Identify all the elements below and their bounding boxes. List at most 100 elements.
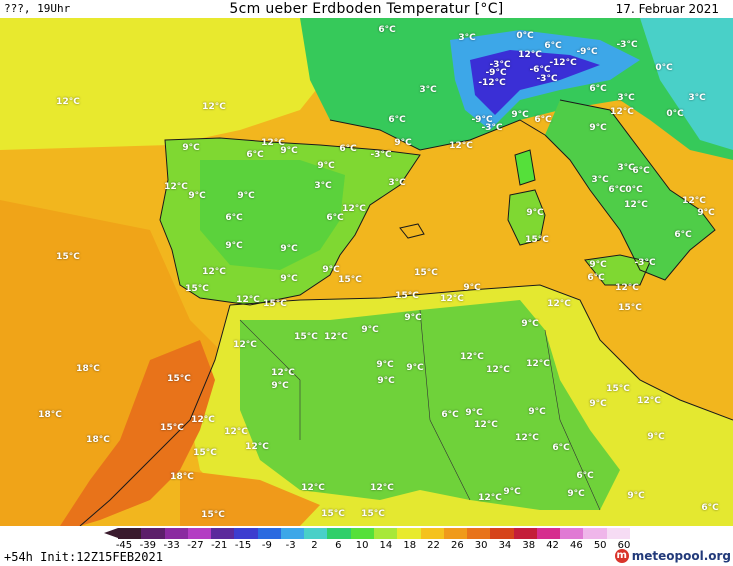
temperature-label: 9°C	[188, 191, 206, 201]
temperature-label: 12°C	[191, 415, 215, 425]
temperature-label: 6°C	[589, 84, 607, 94]
temperature-label: 12°C	[56, 97, 80, 107]
temperature-label: 12°C	[449, 141, 473, 151]
temperature-label: 12°C	[224, 427, 248, 437]
color-scale-segment	[513, 528, 538, 539]
temperature-label: 3°C	[688, 93, 706, 103]
color-scale-tick: 50	[593, 540, 607, 551]
temperature-label: 9°C	[404, 313, 422, 323]
morocco-hot-area	[60, 340, 215, 526]
color-scale-tick: -27	[187, 540, 204, 551]
color-scale-tick: -39	[139, 540, 156, 551]
temperature-label: 3°C	[388, 178, 406, 188]
temperature-label: 12°C	[478, 493, 502, 503]
color-scale-tick: 30	[474, 540, 488, 551]
temperature-label: 12°C	[233, 340, 257, 350]
temperature-label: 12°C	[637, 396, 661, 406]
scale-arrow-icon	[104, 528, 118, 538]
temperature-label: 12°C	[342, 204, 366, 214]
coastline-iberia	[159, 137, 421, 306]
temperature-label: 15°C	[395, 291, 419, 301]
atlas-green-area	[240, 300, 620, 510]
coastline-africa	[229, 284, 733, 421]
temperature-label: 9°C	[280, 146, 298, 156]
temperature-label: 6°C	[388, 115, 406, 125]
temperature-label: 9°C	[528, 407, 546, 417]
color-scale-segment	[397, 528, 422, 539]
temperature-label: -12°C	[478, 78, 506, 88]
color-scale-tick: 60	[617, 540, 631, 551]
color-scale-tick: 38	[522, 540, 536, 551]
color-scale-tick: -9	[261, 540, 272, 551]
color-scale-segment	[350, 528, 375, 539]
temperature-label: 15°C	[414, 268, 438, 278]
temperature-label: 6°C	[441, 410, 459, 420]
color-scale-segment	[560, 528, 584, 539]
temperature-label: -9°C	[485, 68, 507, 78]
temperature-label: 6°C	[632, 166, 650, 176]
temperature-label: 6°C	[701, 503, 719, 513]
init-time: +54h Init:12Z15FEB2021	[4, 550, 163, 564]
temperature-label: 6°C	[674, 230, 692, 240]
temperature-label: 12°C	[615, 283, 639, 293]
color-scale-tick: 26	[450, 540, 464, 551]
temperature-label: 9°C	[406, 363, 424, 373]
color-scale-segment	[583, 528, 608, 539]
temperature-label: 6°C	[608, 185, 626, 195]
north-yellow-area	[0, 18, 380, 150]
color-scale-segment	[118, 528, 142, 539]
temperature-label: 6°C	[534, 115, 552, 125]
temperature-label: 12°C	[236, 295, 260, 305]
temperature-label: 12°C	[682, 196, 706, 206]
color-scale-segment	[374, 528, 398, 539]
color-scale-tick: 2	[311, 540, 318, 551]
sicily-area	[585, 255, 650, 285]
temperature-label: 9°C	[182, 143, 200, 153]
color-scale-segment	[606, 528, 631, 539]
color-scale-tick: 10	[355, 540, 369, 551]
temperature-label: 9°C	[271, 381, 289, 391]
atlantic-warm-area	[0, 200, 230, 526]
temperature-label: -3°C	[634, 258, 656, 268]
temperature-label: 18°C	[170, 472, 194, 482]
temperature-label: 12°C	[301, 483, 325, 493]
temperature-label: 12°C	[624, 200, 648, 210]
temperature-label: 9°C	[280, 274, 298, 284]
sardinia-area	[508, 190, 545, 245]
temperature-label: 9°C	[377, 376, 395, 386]
color-scale-segment	[420, 528, 445, 539]
temperature-label: 15°C	[338, 275, 362, 285]
color-scale-tick: -21	[211, 540, 228, 551]
temperature-label: 12°C	[610, 107, 634, 117]
coastline-corsica	[514, 149, 536, 186]
temperature-label: 0°C	[625, 185, 643, 195]
color-scale-segment	[211, 528, 235, 539]
temperature-label: 9°C	[225, 241, 243, 251]
iberia-interior-area	[200, 160, 345, 270]
temperature-label: 6°C	[378, 25, 396, 35]
color-scale-segment	[536, 528, 561, 539]
temperature-label: 9°C	[511, 110, 529, 120]
temperature-label: 9°C	[521, 319, 539, 329]
temperature-label: 15°C	[618, 303, 642, 313]
temperature-label: 9°C	[627, 491, 645, 501]
sahara-orange-area	[180, 470, 320, 526]
temperature-label: 12°C	[486, 365, 510, 375]
color-scale-tick: -15	[234, 540, 252, 551]
color-scale-tick: -3	[285, 540, 296, 551]
temperature-label: 12°C	[271, 368, 295, 378]
temperature-label: 6°C	[576, 471, 594, 481]
temperature-label: 6°C	[246, 150, 264, 160]
temperature-label: 3°C	[314, 181, 332, 191]
temperature-label: 15°C	[193, 448, 217, 458]
coastline-sicily	[584, 254, 651, 286]
logo-mark-icon: m	[614, 549, 629, 563]
temperature-label: 9°C	[567, 489, 585, 499]
color-scale-segment	[443, 528, 468, 539]
temperature-label: 12°C	[460, 352, 484, 362]
temperature-label: 9°C	[361, 325, 379, 335]
forecast-date: 17. Februar 2021	[615, 2, 719, 16]
temperature-label: 15°C	[185, 284, 209, 294]
temperature-label: 0°C	[666, 109, 684, 119]
